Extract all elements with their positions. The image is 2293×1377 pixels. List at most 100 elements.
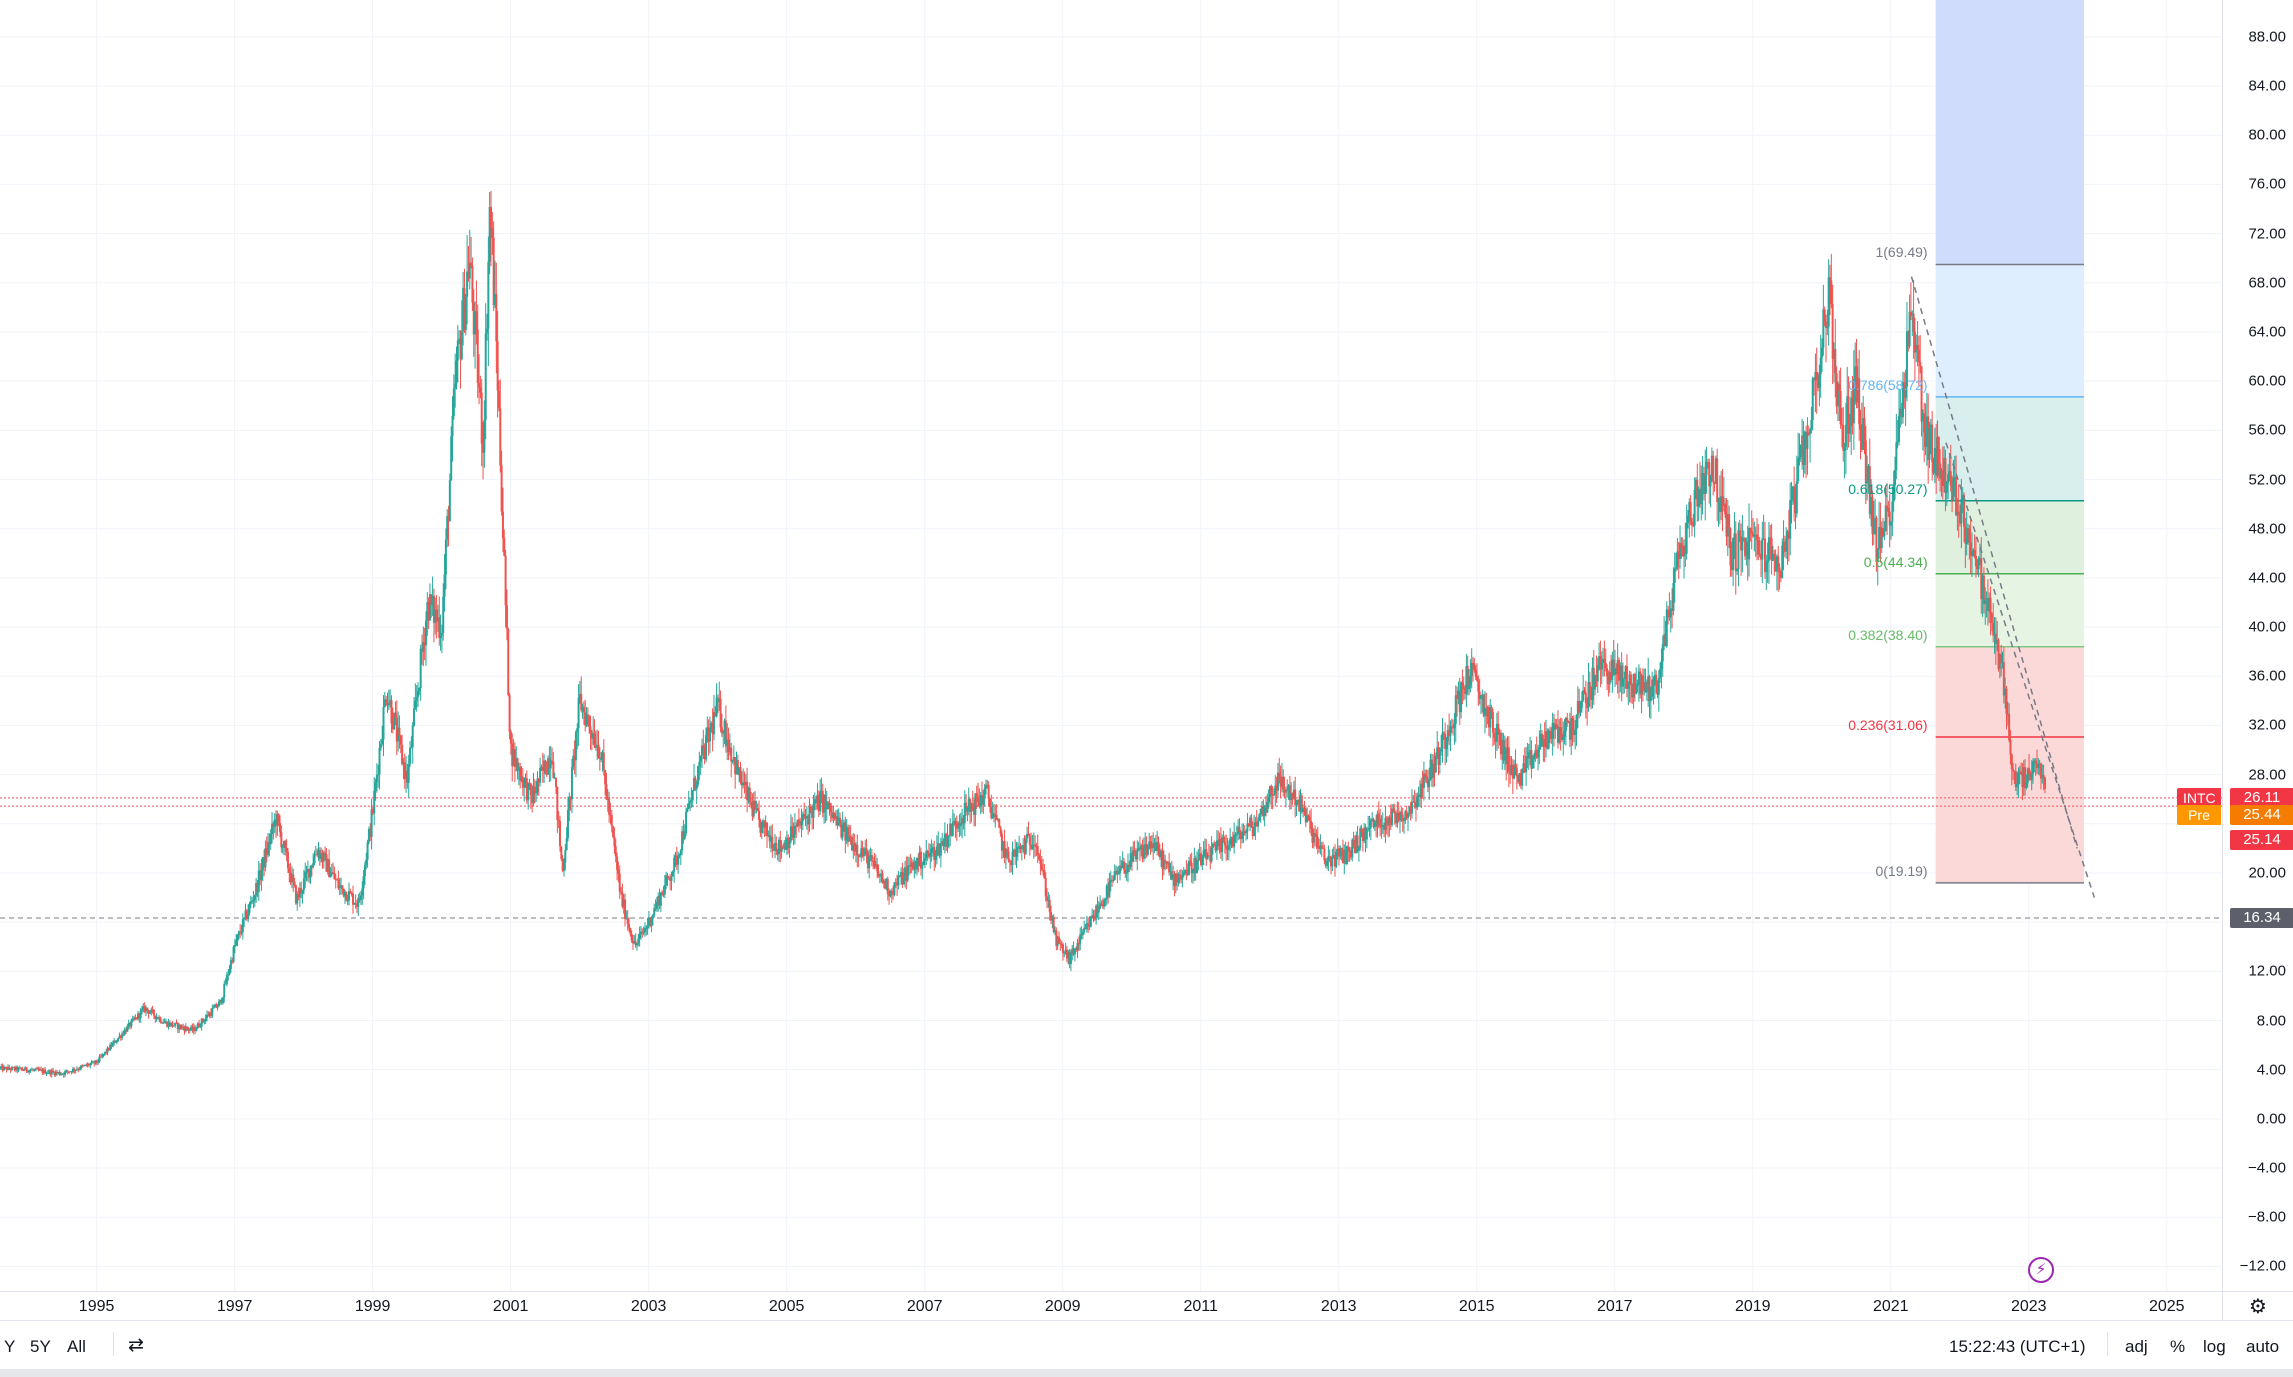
- candle-body: [155, 1017, 158, 1019]
- candle-body: [1846, 396, 1849, 425]
- candle-body: [144, 1007, 147, 1012]
- candle-body: [868, 856, 871, 869]
- candle-body: [491, 227, 494, 238]
- fib-retracement[interactable]: [1935, 0, 2084, 884]
- candle-body: [645, 927, 648, 929]
- candle-body: [1956, 511, 1959, 516]
- range-button-all[interactable]: All: [67, 1337, 86, 1356]
- candle-body: [1620, 665, 1623, 687]
- year-tick-label: 2009: [1044, 1298, 1081, 1315]
- candle-body: [991, 813, 994, 818]
- candle-body: [162, 1022, 165, 1024]
- candle-body: [797, 819, 800, 825]
- candle-body: [1858, 378, 1861, 425]
- candle-body: [357, 897, 360, 907]
- candle-body: [1740, 536, 1743, 551]
- candle-body: [1939, 463, 1942, 479]
- trend-lines[interactable]: [1910, 276, 2096, 898]
- candle-body: [1429, 759, 1432, 780]
- candle-body: [470, 262, 473, 266]
- candle-body: [420, 648, 423, 652]
- calendar-goto-icon[interactable]: ⇄: [128, 1335, 144, 1356]
- candle-body: [1616, 660, 1619, 675]
- candle-body: [1125, 872, 1128, 874]
- candle-body: [726, 739, 729, 747]
- candle-body: [1359, 828, 1362, 848]
- price-chart[interactable]: [0, 0, 2222, 1291]
- candle-body: [840, 824, 843, 838]
- candle-body: [1633, 673, 1636, 694]
- percent-toggle[interactable]: %: [2170, 1337, 2186, 1356]
- candle-body: [1754, 534, 1757, 536]
- candle-body: [1672, 583, 1675, 611]
- gear-icon[interactable]: ⚙: [2249, 1296, 2267, 1318]
- log-toggle[interactable]: log: [2203, 1337, 2226, 1356]
- candle-body: [1173, 874, 1176, 886]
- candle-body: [1004, 849, 1007, 858]
- candle-body: [1637, 671, 1640, 684]
- candle-body: [71, 1068, 74, 1073]
- candle-body: [263, 857, 266, 868]
- candle-body: [159, 1017, 162, 1023]
- candle-body: [1472, 662, 1475, 664]
- range-button-y[interactable]: Y: [4, 1337, 16, 1356]
- candle-body: [411, 725, 414, 748]
- candle-body: [1685, 523, 1688, 554]
- candle-body: [1280, 776, 1283, 787]
- candle-body: [1981, 575, 1984, 600]
- candle-body: [430, 594, 433, 605]
- candle-body: [732, 756, 735, 760]
- price-scale[interactable]: 88.00 84.00 80.00 76.00 72.00 68.00 64.00 60.00…: [2222, 0, 2293, 1291]
- candle-body: [1961, 495, 1964, 499]
- candle-body: [219, 999, 222, 1002]
- auto-toggle[interactable]: auto: [2246, 1337, 2280, 1356]
- candle-body: [1391, 808, 1394, 825]
- candle-body: [589, 726, 592, 733]
- candle-body: [1154, 842, 1157, 852]
- candle-body: [947, 835, 950, 837]
- lightning-icon[interactable]: ⚡: [2028, 1257, 2054, 1283]
- candle-body: [1138, 847, 1141, 850]
- candle-body: [115, 1041, 118, 1043]
- candle-body: [160, 1022, 163, 1024]
- candle-body: [466, 271, 469, 297]
- candle-body: [1219, 839, 1222, 852]
- chart-area[interactable]: 1(69.49) 0.786(58.72) 0.618(50.27) 0.5(44.3…: [0, 0, 2222, 1291]
- time-axis[interactable]: 1995 1997 1999 2001 2003 2005 2007 2009 2011 2013…: [0, 1291, 2222, 1320]
- candle-body: [626, 918, 629, 925]
- candle-body: [486, 328, 489, 334]
- candle-body: [442, 596, 445, 633]
- candle-body: [207, 1014, 210, 1017]
- candle-body: [1570, 718, 1573, 740]
- candle-body: [669, 878, 672, 881]
- candle-body: [1781, 545, 1784, 578]
- candle-body: [231, 960, 234, 962]
- candle-body: [1408, 806, 1411, 814]
- candle-body: [490, 206, 493, 228]
- candle-body: [657, 896, 660, 902]
- range-button-5y[interactable]: 5Y: [30, 1337, 51, 1356]
- candle-body: [1875, 517, 1878, 563]
- candle-body: [304, 871, 307, 879]
- candle-body: [464, 296, 467, 331]
- candle-body: [236, 934, 239, 941]
- candle-body: [64, 1071, 67, 1075]
- candle-body: [528, 782, 531, 784]
- candle-body: [999, 827, 1002, 834]
- candle-body: [1156, 841, 1159, 852]
- candle-body: [1749, 528, 1752, 531]
- candle-body: [2012, 769, 2015, 771]
- candle-body: [1270, 785, 1273, 795]
- candle-body: [995, 814, 998, 820]
- candle-body: [1588, 682, 1591, 697]
- adj-toggle[interactable]: adj: [2125, 1337, 2148, 1356]
- candle-body: [544, 760, 547, 774]
- candle-body: [1416, 796, 1419, 808]
- candle-body: [1292, 789, 1295, 799]
- axis-settings[interactable]: ⚙: [2222, 1291, 2293, 1320]
- fib-zone: [1935, 264, 2084, 397]
- candle-body: [1899, 408, 1902, 416]
- candle-body: [1957, 511, 1960, 514]
- candle-body: [1756, 534, 1759, 541]
- candle-body: [1283, 789, 1286, 793]
